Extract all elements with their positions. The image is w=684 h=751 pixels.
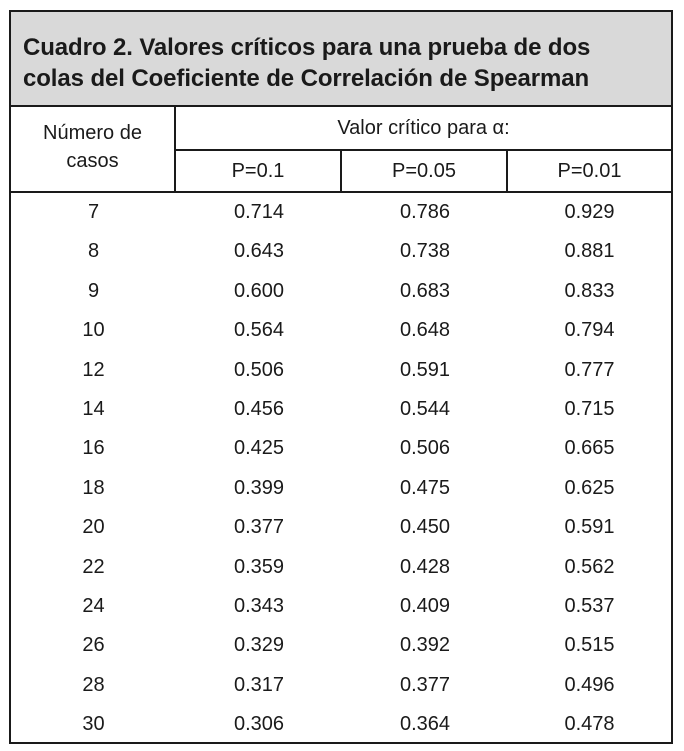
table-header: Número de casos Valor crítico para α: P=… [11,107,671,193]
cell-p-0-05: 0.786 [399,201,451,223]
header-p-0-1: P=0.1 [176,151,342,191]
header-cases: Número de casos [11,107,176,191]
cell-p-0-1: 0.343 [233,594,285,617]
table-body: 7 0.714 0.786 0.929 8 0.643 0.738 0.881 9 0.600 0.… [11,193,671,744]
cell-p-0-05: 0.738 [399,240,451,263]
cell-p-0-01: 0.777 [564,358,615,381]
table-row: 20 0.377 0.450 0.591 [11,508,671,547]
cell-cases: 14 [82,397,105,420]
table-row: 12 0.506 0.591 0.777 [11,351,671,390]
cell-p-0-01: 0.881 [564,240,615,263]
cell-cases: 20 [82,516,105,539]
cell-cases: 9 [87,279,100,302]
cell-p-0-01: 0.496 [564,673,615,696]
cell-p-0-1: 0.425 [233,437,285,460]
cell-p-0-01: 0.537 [564,594,615,617]
cell-cases: 18 [82,476,105,499]
header-cases-line-1: Número de [43,122,142,144]
cell-p-0-05: 0.506 [399,437,451,460]
cell-p-0-1: 0.306 [233,713,285,736]
cell-p-0-05: 0.409 [399,594,451,617]
table-row: 26 0.329 0.392 0.515 [11,626,671,665]
table-row: 8 0.643 0.738 0.881 [11,232,671,271]
cell-p-0-1: 0.377 [233,516,285,539]
header-p-0-01: P=0.01 [557,160,622,182]
cell-p-0-01: 0.478 [564,713,615,736]
cell-p-0-01: 0.665 [564,437,615,460]
cell-p-0-05: 0.377 [399,673,451,696]
cell-p-0-05: 0.648 [399,319,451,342]
cell-p-0-1: 0.329 [233,634,285,657]
cell-cases: 26 [82,634,105,657]
cell-cases: 7 [87,201,100,223]
cell-cases: 22 [82,555,105,578]
cell-p-0-01: 0.715 [564,397,615,420]
cell-p-0-1: 0.714 [233,201,285,223]
cell-p-0-05: 0.450 [399,516,451,539]
cell-p-0-1: 0.506 [233,358,285,381]
table-row: 16 0.425 0.506 0.665 [11,429,671,468]
table-row: 14 0.456 0.544 0.715 [11,390,671,429]
table-row: 7 0.714 0.786 0.929 [11,193,671,232]
cell-p-0-01: 0.833 [564,279,615,302]
table-row: 24 0.343 0.409 0.537 [11,587,671,626]
cell-p-0-1: 0.564 [233,319,285,342]
cell-p-0-01: 0.794 [564,319,615,342]
table-row: 10 0.564 0.648 0.794 [11,311,671,350]
cell-p-0-1: 0.643 [233,240,285,263]
cell-cases: 8 [87,240,100,263]
table-title: Cuadro 2. Valores críticos para una prue… [11,12,671,107]
cell-p-0-1: 0.600 [233,279,285,302]
cell-p-0-01: 0.591 [564,516,615,539]
cell-cases: 10 [82,319,105,342]
cell-p-0-05: 0.683 [399,279,451,302]
table-row: 28 0.317 0.377 0.496 [11,666,671,705]
cell-p-0-05: 0.475 [399,476,451,499]
cell-p-0-1: 0.456 [233,397,285,420]
title-line-2: colas del Coeficiente de Correlación de … [23,65,590,92]
cell-cases: 24 [82,594,105,617]
header-critical-value: Valor crítico para α: [176,107,671,151]
cell-p-0-05: 0.591 [399,358,451,381]
title-line-1: Cuadro 2. Valores críticos para una prue… [23,34,591,61]
cell-p-0-1: 0.359 [233,555,285,578]
cell-p-0-05: 0.428 [399,555,451,578]
cell-p-0-05: 0.392 [399,634,451,657]
header-cases-line-2: casos [66,150,119,172]
cell-cases: 12 [82,358,105,381]
cell-p-0-01: 0.562 [564,555,615,578]
cell-p-0-1: 0.317 [233,673,285,696]
header-p-0-05: P=0.05 [342,151,508,191]
cell-p-0-01: 0.929 [564,201,615,223]
table-row: 18 0.399 0.475 0.625 [11,469,671,508]
cell-cases: 28 [82,673,105,696]
cell-cases: 30 [82,713,105,736]
cell-p-0-01: 0.515 [564,634,615,657]
cell-p-0-05: 0.364 [399,713,451,736]
cell-p-0-05: 0.544 [399,397,451,420]
table-row: 22 0.359 0.428 0.562 [11,548,671,587]
cell-p-0-1: 0.399 [233,476,285,499]
table-row: 30 0.306 0.364 0.478 [11,705,671,744]
cell-p-0-01: 0.625 [564,476,615,499]
table-row: 9 0.600 0.683 0.833 [11,272,671,311]
table-frame: Cuadro 2. Valores críticos para una prue… [9,10,673,744]
cell-cases: 16 [82,437,105,460]
